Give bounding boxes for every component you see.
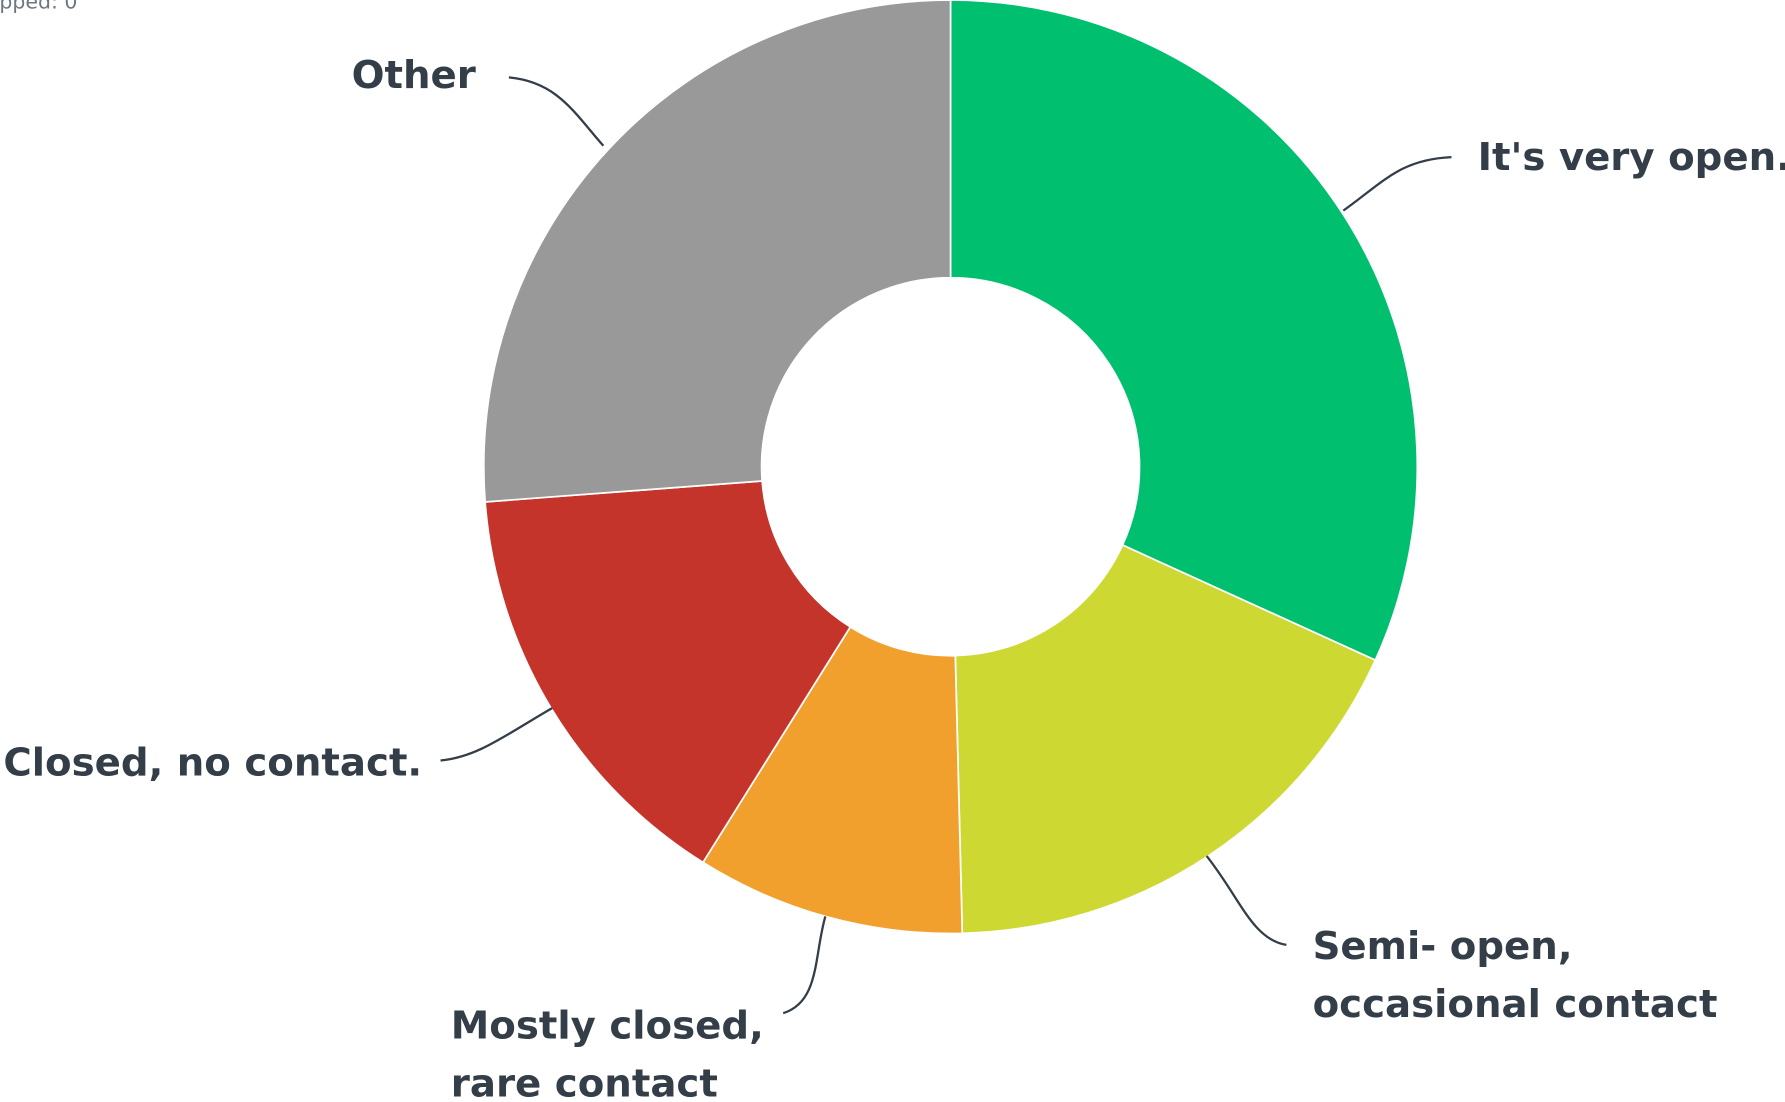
slice-label: occasional contact [1313, 982, 1718, 1027]
slice-label: Other [352, 53, 476, 98]
donut-slice [949, 0, 1419, 662]
slice-label: Semi- open, [1313, 924, 1573, 969]
donut-slice [954, 543, 1377, 935]
leader-line [1205, 855, 1287, 947]
chart-subtitle: Skipped: 0 [0, 0, 77, 13]
slice-label: It's very open. [1478, 135, 1785, 180]
donut-slice [484, 480, 852, 864]
leader-line [440, 707, 553, 762]
donut-slice [701, 625, 964, 935]
leader-line [1342, 155, 1452, 212]
slice-label: rare contact [451, 1062, 718, 1102]
leader-line [782, 916, 827, 1015]
slice-label: Closed, no contact. [3, 741, 422, 786]
leader-line [508, 76, 605, 147]
donut-slice [482, 0, 952, 503]
slice-label: Mostly closed, [451, 1003, 764, 1048]
